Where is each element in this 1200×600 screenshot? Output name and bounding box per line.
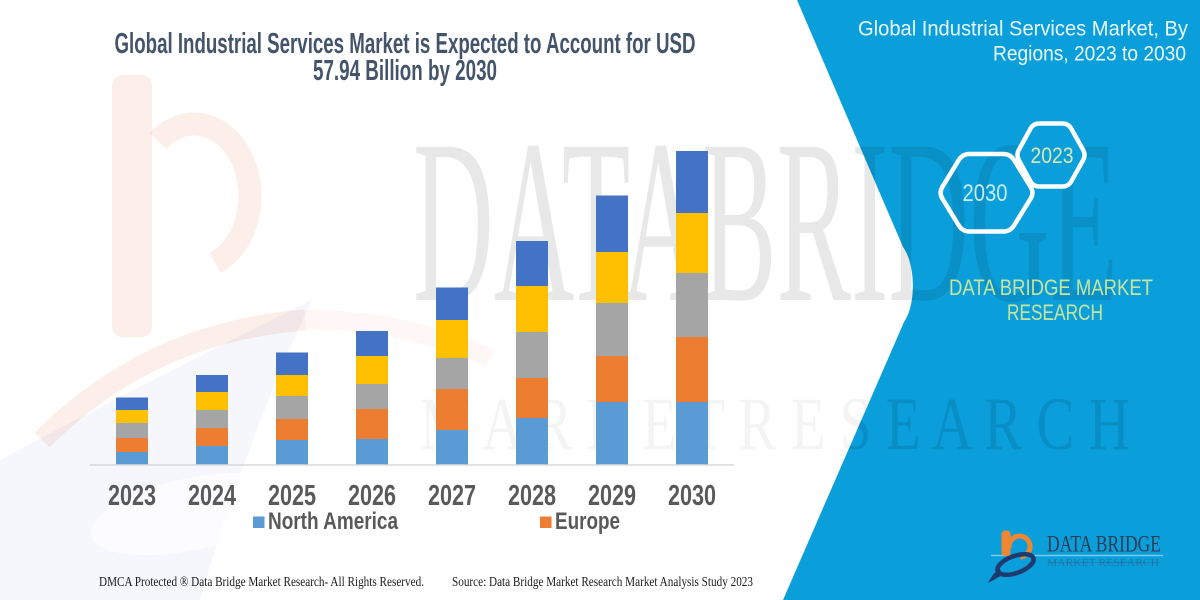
svg-text:2024: 2024 bbox=[188, 480, 236, 512]
svg-text:Global Industrial Services Mar: Global Industrial Services Market, By bbox=[858, 17, 1188, 41]
svg-text:57.94 Billion by 2030: 57.94 Billion by 2030 bbox=[313, 55, 497, 87]
svg-text:Europe: Europe bbox=[555, 508, 620, 535]
svg-text:MARKET RESEARCH: MARKET RESEARCH bbox=[1047, 558, 1159, 569]
svg-text:2023: 2023 bbox=[108, 480, 156, 512]
svg-text:Source: Data Bridge Market Res: Source: Data Bridge Market Research Mark… bbox=[452, 575, 753, 590]
svg-text:2025: 2025 bbox=[268, 480, 316, 512]
svg-text:RESEARCH: RESEARCH bbox=[1007, 300, 1103, 325]
svg-text:2028: 2028 bbox=[508, 480, 556, 512]
svg-text:2026: 2026 bbox=[348, 480, 396, 512]
svg-text:2030: 2030 bbox=[963, 180, 1008, 207]
svg-text:DATA BRIDGE MARKET: DATA BRIDGE MARKET bbox=[949, 275, 1153, 300]
svg-text:DMCA Protected ® Data Bridge M: DMCA Protected ® Data Bridge Market Rese… bbox=[99, 575, 424, 590]
svg-text:DATA BRIDGE: DATA BRIDGE bbox=[1047, 532, 1161, 557]
svg-text:2027: 2027 bbox=[428, 480, 476, 512]
svg-text:2030: 2030 bbox=[668, 480, 716, 512]
svg-text:North America: North America bbox=[268, 508, 399, 535]
svg-text:2023: 2023 bbox=[1031, 143, 1074, 168]
svg-text:2029: 2029 bbox=[588, 480, 636, 512]
svg-text:Regions, 2023 to 2030: Regions, 2023 to 2030 bbox=[993, 42, 1186, 66]
svg-text:Global Industrial Services Mar: Global Industrial Services Market is Exp… bbox=[115, 28, 696, 60]
